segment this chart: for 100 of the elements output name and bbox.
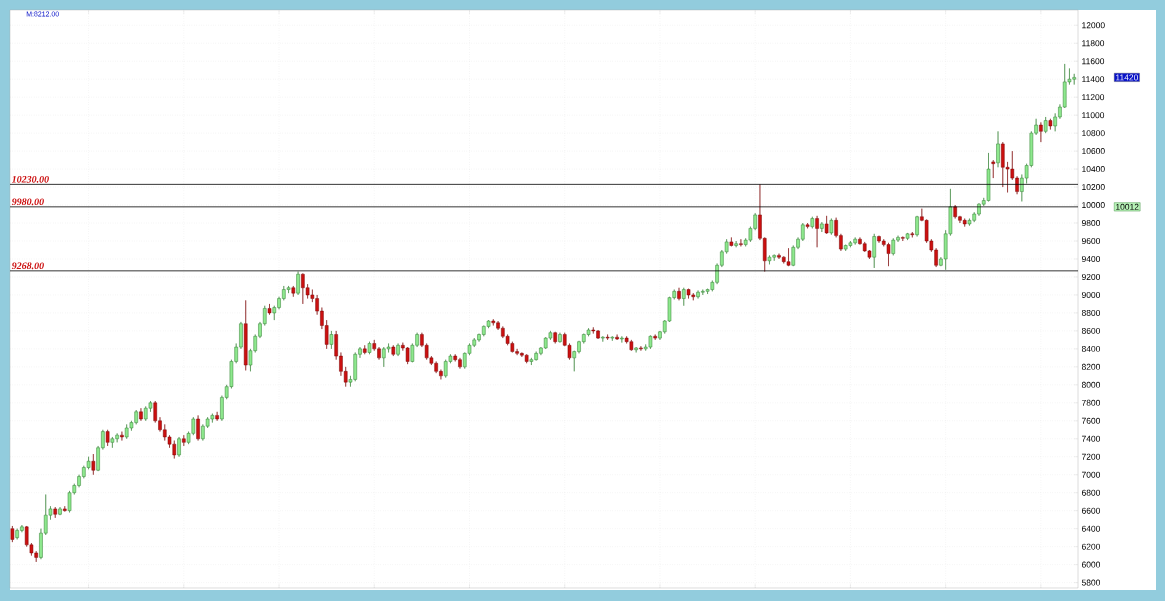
candlestick (829, 218, 834, 235)
candlestick (267, 303, 272, 315)
candlestick (58, 506, 62, 516)
y-tick-label: 10400 (1082, 166, 1105, 173)
candlestick (396, 343, 400, 357)
candlestick (634, 346, 638, 353)
candlestick (620, 336, 624, 343)
candlestick (110, 436, 115, 448)
candlestick (405, 346, 410, 365)
y-tick-label: 8200 (1081, 363, 1101, 370)
candlestick (391, 345, 396, 357)
y-tick-label: 12000 (1082, 22, 1105, 29)
candlestick (729, 237, 734, 247)
text: 11420 (1116, 74, 1138, 81)
y-tick-label: 9200 (1081, 273, 1101, 280)
candlestick (653, 334, 657, 341)
y-tick-label: 9600 (1081, 238, 1101, 244)
y-tick-label: 11600 (1082, 58, 1105, 65)
y-tick-label: 7400 (1081, 435, 1101, 442)
candlestick (739, 238, 743, 247)
y-tick-label: 10000 (1082, 202, 1105, 209)
y-tick-label: 7200 (1081, 453, 1101, 460)
candlestick (139, 407, 143, 422)
y-tick-label: 8800 (1081, 309, 1101, 316)
candlestick (362, 345, 367, 355)
y-tick-label: 11000 (1082, 112, 1105, 119)
y-tick-label: 11200 (1082, 94, 1105, 101)
candlestick (767, 255, 772, 265)
candlestick (615, 334, 619, 341)
y-tick-label: 6200 (1081, 543, 1101, 550)
y-tick-label: 9000 (1081, 291, 1101, 298)
candlestick (915, 215, 919, 237)
candlestick (291, 285, 296, 297)
candlestick (872, 233, 876, 269)
candlestick (10, 525, 15, 543)
candlestick (891, 238, 896, 256)
ref-line-label: 9980.00 (11, 198, 44, 206)
candlestick (677, 287, 681, 301)
candlestick (177, 436, 181, 457)
y-tick-label: 8400 (1081, 345, 1101, 352)
candlestick (601, 336, 605, 342)
candlestick (986, 152, 991, 202)
candlestick (681, 287, 686, 306)
y-tick-label: 9400 (1081, 255, 1101, 262)
candlestick (91, 453, 96, 475)
candlestick (962, 218, 967, 227)
candlestick (1043, 116, 1048, 134)
y-tick-label: 7800 (1081, 399, 1101, 406)
y-tick-label: 6000 (1081, 561, 1101, 568)
candlestick (786, 247, 791, 267)
candlestick (901, 236, 905, 242)
candlestick (605, 334, 610, 341)
candlestick (558, 332, 562, 343)
y-tick-label: 8600 (1081, 327, 1101, 334)
y-tick-label: 11400 (1082, 76, 1105, 83)
y-tick-label: 9800 (1081, 220, 1101, 227)
y-tick-label: 5800 (1081, 579, 1101, 586)
candlestick (491, 318, 496, 326)
candlestick (996, 131, 1000, 168)
ref-line-label: 9268.00 (11, 262, 44, 270)
y-tick-label: 6600 (1081, 507, 1101, 514)
candlestick (805, 222, 810, 229)
candlestick (639, 345, 643, 351)
candlestick (810, 216, 815, 229)
y-tick-label: 11800 (1082, 40, 1105, 47)
candlestick (686, 288, 691, 299)
y-tick-label: 7600 (1081, 417, 1101, 424)
candlestick (62, 505, 67, 512)
y-tick-label: 7000 (1081, 471, 1101, 478)
candlestick (886, 242, 891, 267)
candlestick (182, 434, 186, 447)
candlestick (824, 215, 829, 235)
candlestick (243, 300, 248, 371)
candlestick (815, 215, 819, 248)
candlestick (196, 415, 200, 441)
candlestick (329, 330, 334, 350)
candlestick (53, 506, 58, 519)
candlestick (296, 271, 300, 296)
candlestick (1048, 118, 1053, 130)
ref-line-label: 10230.00 (11, 175, 49, 183)
candlestick (553, 331, 557, 344)
candlestick (120, 431, 124, 441)
candlestick (105, 429, 110, 447)
candlestick (910, 231, 915, 238)
candlestick (610, 336, 615, 342)
candlestick (215, 411, 219, 422)
text: 10012 (1116, 203, 1139, 210)
y-tick-label: 6800 (1081, 489, 1101, 496)
y-tick-label: 10600 (1082, 148, 1105, 155)
candlestick (734, 240, 738, 248)
candlestick (905, 232, 910, 241)
candlestick (991, 159, 996, 179)
y-tick-label: 10800 (1082, 130, 1105, 137)
candlestick (820, 221, 824, 233)
candlestick (524, 354, 529, 364)
candlestick (367, 341, 372, 355)
candlestick (1039, 122, 1043, 143)
y-tick-label: 6400 (1081, 525, 1101, 532)
y-tick-label: 10200 (1082, 184, 1105, 191)
y-tick-label: 8000 (1081, 381, 1101, 388)
